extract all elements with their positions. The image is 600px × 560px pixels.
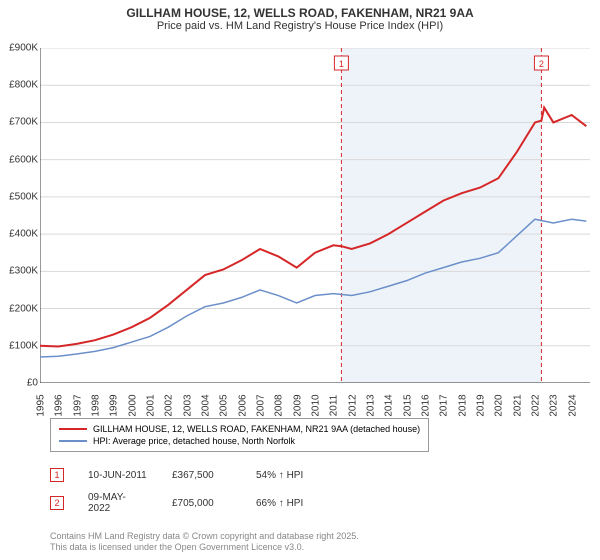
- x-tick-label: 2018: [457, 394, 468, 416]
- legend-swatch: [59, 428, 87, 430]
- chart-area: 12 £0£100K£200K£300K£400K£500K£600K£700K…: [40, 48, 590, 383]
- legend: GILLHAM HOUSE, 12, WELLS ROAD, FAKENHAM,…: [50, 418, 429, 452]
- y-tick-label: £900K: [0, 43, 38, 54]
- marker-delta: 54% ↑ HPI: [256, 470, 316, 481]
- x-tick-label: 1996: [54, 394, 65, 416]
- y-tick-label: £100K: [0, 340, 38, 351]
- y-tick-label: £200K: [0, 303, 38, 314]
- y-tick-label: £0: [0, 378, 38, 389]
- marker-delta: 66% ↑ HPI: [256, 498, 316, 509]
- line-chart: 12: [40, 48, 590, 383]
- x-tick-label: 2011: [329, 395, 340, 417]
- legend-label: HPI: Average price, detached house, Nort…: [93, 436, 295, 446]
- x-tick-label: 2001: [146, 394, 157, 416]
- y-tick-label: £700K: [0, 117, 38, 128]
- legend-item: HPI: Average price, detached house, Nort…: [59, 435, 420, 447]
- y-tick-label: £800K: [0, 80, 38, 91]
- x-tick-label: 2003: [182, 394, 193, 416]
- marker-badge: 2: [50, 496, 64, 510]
- x-tick-label: 2000: [127, 394, 138, 416]
- x-tick-label: 2009: [292, 394, 303, 416]
- footer-line2: This data is licensed under the Open Gov…: [50, 542, 359, 554]
- x-tick-label: 2008: [274, 394, 285, 416]
- x-tick-label: 2017: [439, 394, 450, 416]
- x-tick-label: 2005: [219, 394, 230, 416]
- marker-row: 1 10-JUN-2011 £367,500 54% ↑ HPI: [50, 468, 316, 482]
- legend-item: GILLHAM HOUSE, 12, WELLS ROAD, FAKENHAM,…: [59, 423, 420, 435]
- marker-badge: 1: [50, 468, 64, 482]
- x-tick-label: 2012: [347, 394, 358, 416]
- y-tick-label: £600K: [0, 154, 38, 165]
- title-line2: Price paid vs. HM Land Registry's House …: [0, 20, 600, 32]
- marker-price: £705,000: [172, 498, 232, 509]
- x-tick-label: 2014: [384, 394, 395, 416]
- y-tick-label: £400K: [0, 229, 38, 240]
- marker-row: 2 09-MAY-2022 £705,000 66% ↑ HPI: [50, 492, 316, 514]
- x-tick-label: 2024: [567, 394, 578, 416]
- svg-text:1: 1: [339, 59, 344, 69]
- x-tick-label: 2022: [531, 394, 542, 416]
- x-tick-label: 2019: [476, 394, 487, 416]
- x-tick-label: 2021: [512, 394, 523, 416]
- legend-swatch: [59, 440, 87, 442]
- x-tick-label: 2020: [494, 394, 505, 416]
- x-tick-label: 1998: [91, 394, 102, 416]
- footer: Contains HM Land Registry data © Crown c…: [50, 531, 359, 554]
- chart-container: GILLHAM HOUSE, 12, WELLS ROAD, FAKENHAM,…: [0, 0, 600, 560]
- y-tick-label: £500K: [0, 191, 38, 202]
- x-tick-label: 2015: [402, 394, 413, 416]
- footer-line1: Contains HM Land Registry data © Crown c…: [50, 531, 359, 543]
- marker-date: 09-MAY-2022: [88, 492, 148, 514]
- legend-label: GILLHAM HOUSE, 12, WELLS ROAD, FAKENHAM,…: [93, 424, 420, 434]
- x-tick-label: 2002: [164, 394, 175, 416]
- x-tick-label: 1997: [72, 394, 83, 416]
- x-tick-label: 2004: [201, 394, 212, 416]
- x-tick-label: 1995: [36, 394, 47, 416]
- svg-text:2: 2: [539, 59, 544, 69]
- x-tick-label: 2016: [421, 394, 432, 416]
- x-tick-label: 2023: [549, 394, 560, 416]
- x-tick-label: 2010: [311, 394, 322, 416]
- x-tick-label: 2007: [256, 394, 267, 416]
- title-block: GILLHAM HOUSE, 12, WELLS ROAD, FAKENHAM,…: [0, 0, 600, 34]
- marker-date: 10-JUN-2011: [88, 470, 148, 481]
- y-tick-label: £300K: [0, 266, 38, 277]
- x-tick-label: 2013: [366, 394, 377, 416]
- title-line1: GILLHAM HOUSE, 12, WELLS ROAD, FAKENHAM,…: [0, 6, 600, 20]
- x-tick-label: 1999: [109, 394, 120, 416]
- x-tick-label: 2006: [237, 394, 248, 416]
- marker-price: £367,500: [172, 470, 232, 481]
